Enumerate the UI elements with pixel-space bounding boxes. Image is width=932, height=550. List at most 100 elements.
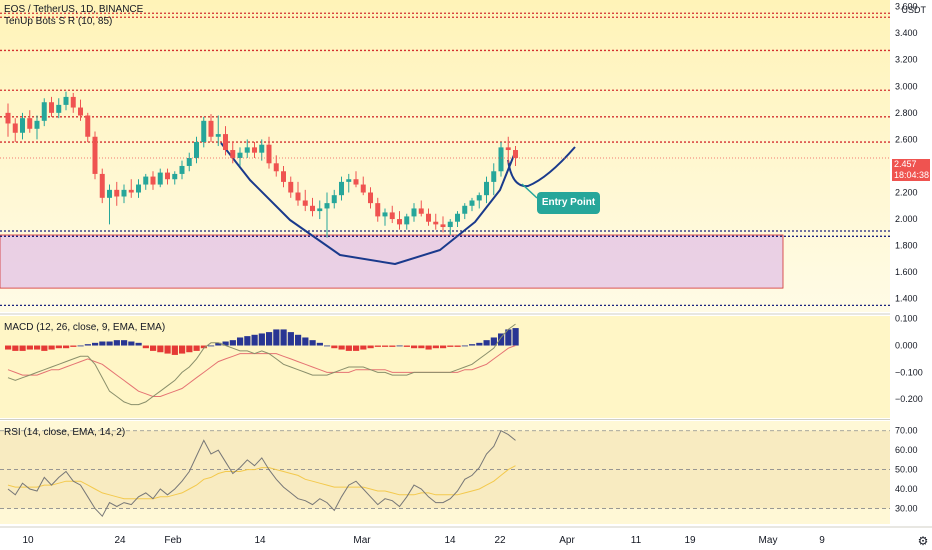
candle-body (476, 195, 482, 201)
candle-body (5, 112, 11, 124)
candle-body (368, 192, 373, 204)
macd-histogram-bar (244, 336, 251, 346)
candle-body (360, 184, 366, 193)
candle-body (455, 213, 460, 222)
candle-body (259, 144, 265, 153)
candle-body (288, 181, 294, 193)
candle-body (121, 189, 127, 197)
macd-histogram-bar (382, 345, 389, 347)
candle-body (27, 118, 33, 129)
candle-body (34, 120, 40, 129)
macd-histogram-bar (425, 345, 432, 350)
candle-body (179, 165, 185, 174)
macd-histogram-bar (280, 329, 287, 346)
macd-histogram-bar (121, 340, 128, 346)
macd-histogram-bar (251, 334, 258, 346)
candle-body (252, 147, 257, 153)
time-tick-label: 9 (819, 535, 825, 546)
macd-line (7, 323, 516, 406)
macd-tick-label: 0.000 (895, 341, 918, 351)
macd-histogram-bar (55, 345, 62, 349)
rsi-ema-line (7, 465, 516, 500)
candle-body (418, 208, 424, 214)
macd-histogram-bar (411, 345, 418, 349)
macd-histogram-bar (208, 345, 215, 347)
currency-label: USDT (901, 5, 927, 15)
candle-body (99, 173, 105, 198)
price-tick-label: 3.600 (895, 2, 918, 12)
candle-body (505, 147, 511, 151)
macd-histogram-bar (237, 337, 244, 346)
time-tick-label: Mar (353, 535, 371, 546)
candle-body (498, 147, 504, 172)
time-tick-label: Feb (164, 535, 182, 546)
macd-histogram-bar (483, 340, 490, 346)
macd-histogram-bar (505, 329, 512, 346)
candle-body (462, 205, 468, 214)
macd-histogram-bar (295, 334, 302, 346)
macd-histogram-bar (48, 345, 55, 350)
macd-histogram-bar (157, 345, 164, 353)
candle-body (215, 134, 221, 137)
candle-body (353, 179, 359, 185)
macd-histogram-bar (26, 345, 33, 350)
macd-histogram-bar (476, 342, 483, 346)
candle-body (375, 203, 381, 217)
macd-histogram-bar (374, 345, 381, 347)
macd-histogram-bar (84, 344, 91, 346)
macd-histogram-bar (215, 342, 222, 346)
candle-body (281, 171, 286, 182)
price-tick-label: 2.600 (895, 134, 918, 144)
macd-histogram-bar (164, 345, 171, 354)
macd-histogram-bar (128, 341, 135, 346)
candle-body (433, 221, 439, 225)
rsi-tick-label: 70.00 (895, 426, 918, 436)
candle-body (237, 152, 243, 158)
macd-histogram-bar (469, 344, 476, 346)
macd-histogram-bar (41, 345, 48, 351)
time-tick-label: 22 (494, 535, 506, 546)
macd-histogram-bar (77, 345, 84, 347)
entry-point-label: Entry Point (537, 192, 600, 214)
macd-histogram-bar (432, 345, 439, 349)
macd-histogram-bar (490, 337, 497, 346)
macd-histogram-bar (512, 328, 519, 346)
candle-body (78, 107, 83, 116)
candle-body (136, 184, 141, 193)
macd-histogram-bar (418, 345, 425, 349)
candle-body (469, 200, 475, 206)
time-tick-label: Apr (559, 535, 575, 546)
rsi-tick-label: 60.00 (895, 445, 918, 455)
time-tick-label: 14 (444, 535, 456, 546)
price-tick-label: 2.000 (895, 214, 918, 224)
macd-histogram-bar (186, 345, 193, 353)
macd-histogram-bar (324, 345, 331, 347)
macd-histogram-bar (92, 342, 99, 346)
macd-histogram-bar (179, 345, 186, 354)
candle-body (273, 163, 279, 172)
time-tick-label: 11 (631, 535, 642, 546)
candle-body (404, 216, 410, 225)
rsi-line (7, 430, 516, 518)
macd-histogram-bar (63, 345, 70, 349)
macd-histogram-bar (360, 345, 367, 350)
macd-histogram-bar (99, 341, 106, 346)
price-tick-label: 2.200 (895, 188, 918, 198)
macd-histogram-bar (70, 345, 77, 347)
candle-body (397, 219, 402, 225)
macd-histogram-bar (19, 345, 26, 351)
candle-body (20, 118, 25, 133)
candle-body (302, 200, 308, 206)
price-tick-label: 1.800 (895, 241, 918, 251)
macd-histogram-bar (367, 345, 374, 349)
macd-pane-bg (0, 316, 890, 418)
gear-icon[interactable]: ⚙ (917, 534, 929, 548)
macd-histogram-bar (200, 345, 207, 349)
candle-body (244, 147, 250, 153)
time-tick-label: 10 (22, 535, 34, 546)
rsi-tick-label: 30.00 (895, 503, 918, 513)
macd-histogram-bar (150, 345, 157, 351)
macd-histogram-bar (113, 340, 120, 346)
candle-body (150, 176, 156, 185)
